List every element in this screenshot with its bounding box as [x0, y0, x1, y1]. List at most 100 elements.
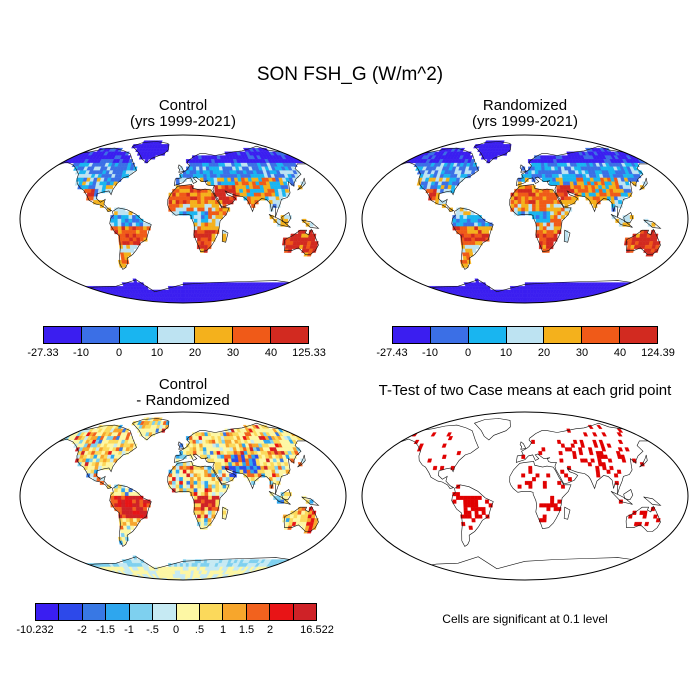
grid-cell [521, 286, 526, 291]
grid-cell [643, 510, 648, 515]
grid-cell [592, 439, 598, 444]
grid-cell [246, 465, 251, 471]
grid-cell [182, 177, 187, 182]
grid-cell [273, 297, 287, 302]
grid-cell [262, 300, 279, 303]
grid-cell [133, 300, 144, 303]
grid-cell [197, 480, 202, 485]
grid-cell [393, 436, 400, 441]
grid-cell [542, 480, 547, 485]
grid-cell [317, 155, 325, 160]
grid-cell [204, 237, 209, 242]
grid-cell [124, 492, 129, 497]
grid-cell [206, 174, 211, 179]
grid-cell [596, 300, 612, 303]
grid-cell [112, 577, 126, 580]
grid-cell [258, 300, 275, 303]
grid-cell [197, 211, 202, 216]
grid-cell [301, 510, 306, 515]
map-cells [44, 140, 337, 303]
grid-cell [82, 289, 91, 294]
grid-cell [513, 289, 517, 294]
grid-cell [66, 297, 81, 302]
grid-cell [617, 293, 627, 298]
colorbar-tick-label: -27.33 [27, 347, 59, 359]
grid-cell [609, 293, 619, 298]
colorbar-tick-label: 0 [172, 624, 180, 636]
grid-cell [184, 300, 188, 303]
grid-cell [57, 432, 65, 437]
grid-cell [470, 233, 476, 238]
grid-cell [207, 469, 212, 474]
grid-cell [542, 233, 547, 238]
grid-cell [564, 207, 569, 212]
grid-cell [224, 185, 229, 190]
grid-cell [289, 514, 295, 519]
grid-cell [582, 297, 593, 302]
grid-cell [204, 211, 209, 216]
grid-cell [428, 192, 434, 197]
grid-cell [270, 300, 289, 303]
grid-cell [242, 577, 256, 580]
grid-cell [631, 282, 639, 287]
ttest-map [361, 411, 689, 581]
grid-cell [174, 566, 178, 571]
grid-cell [75, 293, 86, 298]
figure-title: SON FSH_G (W/m^2) [256, 64, 444, 85]
grid-cell [108, 574, 118, 579]
grid-cell [197, 499, 202, 504]
grid-cell [560, 300, 570, 303]
grid-cell [219, 211, 223, 216]
grid-cell [117, 503, 122, 508]
grid-cell [551, 174, 556, 179]
grid-cell [178, 300, 182, 303]
grid-cell [481, 230, 486, 235]
grid-cell [179, 200, 184, 205]
grid-cell [60, 155, 68, 160]
grid-cell [242, 188, 247, 194]
grid-cell [197, 514, 202, 519]
grid-cell [521, 192, 526, 197]
grid-cell [524, 185, 529, 190]
colorbar-tick-label: 16.522 [300, 624, 334, 636]
grid-cell [222, 488, 227, 493]
grid-cell [239, 188, 244, 194]
grid-cell [185, 563, 190, 568]
grid-cell [577, 185, 582, 190]
grid-cell [534, 170, 539, 175]
grid-cell [528, 170, 532, 175]
grid-cell [544, 170, 549, 175]
grid-cell [135, 495, 140, 500]
grid-cell [179, 286, 184, 291]
grid-cell [171, 566, 175, 571]
grid-cell [584, 300, 598, 303]
grid-cell [548, 174, 553, 179]
grid-cell [542, 226, 547, 231]
grid-cell [210, 454, 215, 459]
grid-cell [192, 443, 197, 448]
grid-cell [534, 166, 539, 171]
grid-cell [228, 462, 233, 467]
grid-cell [143, 233, 148, 238]
grid-cell [574, 300, 586, 303]
grid-cell [510, 203, 515, 208]
grid-cell [79, 289, 88, 294]
grid-cell [436, 300, 452, 303]
grid-cell [51, 436, 58, 441]
grid-cell [175, 207, 180, 212]
grid-cell [514, 196, 519, 201]
grid-cell [90, 297, 102, 302]
grid-cell [197, 488, 202, 493]
grid-cell [124, 300, 136, 303]
grid-cell [223, 454, 229, 459]
grid-cell [531, 170, 536, 175]
grid-cell [186, 192, 191, 197]
grid-cell [168, 300, 174, 303]
colorbar-tick-label: 10 [499, 347, 513, 359]
grid-cell [139, 514, 144, 519]
grid-cell [264, 300, 282, 303]
grid-cell [558, 300, 568, 303]
grid-cell [77, 577, 96, 580]
grid-cell [82, 300, 100, 303]
grid-cell [521, 196, 526, 201]
